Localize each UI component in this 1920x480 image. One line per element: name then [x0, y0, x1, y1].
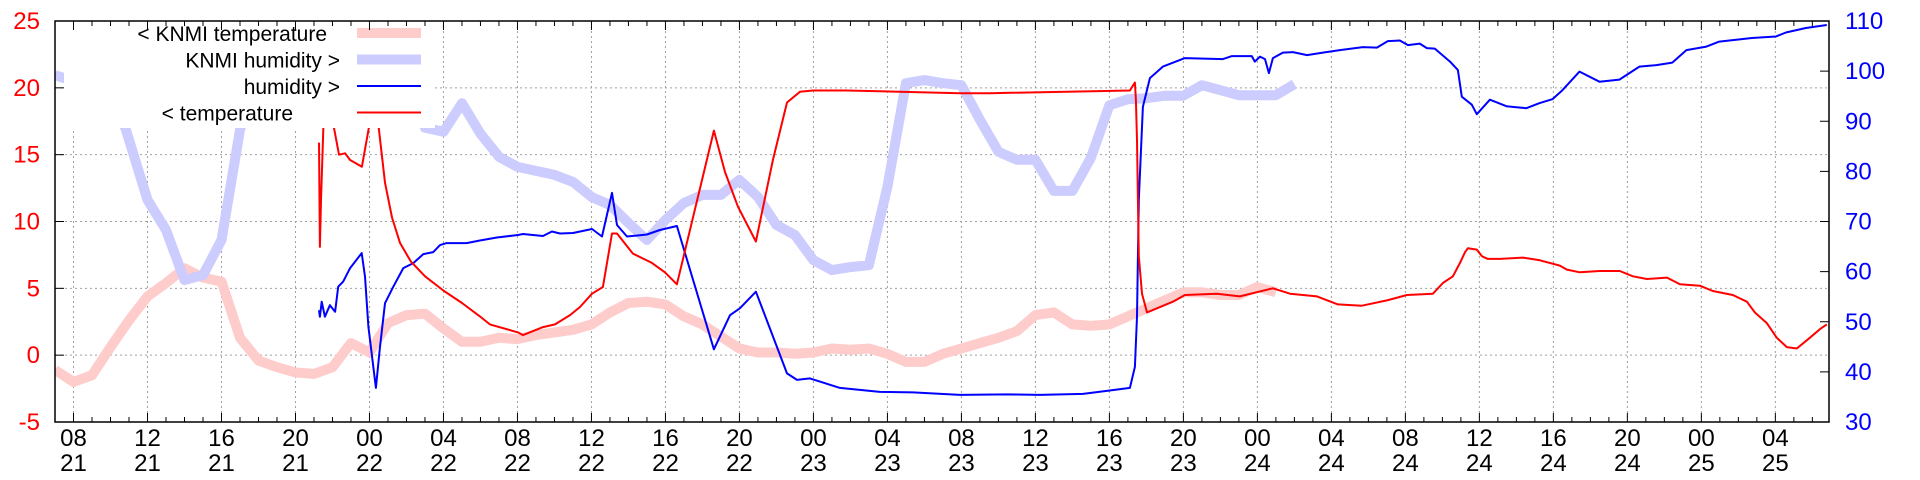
x-tick-time-label: 04 [874, 425, 901, 452]
x-tick-time-label: 00 [356, 425, 383, 452]
x-tick-day-label: 23 [1022, 450, 1049, 477]
left-tick-label: 10 [13, 209, 40, 236]
x-tick-day-label: 23 [800, 450, 827, 477]
x-tick-time-label: 08 [1392, 425, 1419, 452]
x-tick-day-label: 25 [1762, 450, 1789, 477]
x-tick-day-label: 21 [134, 450, 161, 477]
right-tick-label: 60 [1845, 259, 1872, 286]
x-tick-time-label: 20 [1614, 425, 1641, 452]
x-tick-day-label: 23 [1170, 450, 1197, 477]
x-tick-time-label: 08 [60, 425, 87, 452]
x-tick-day-label: 21 [282, 450, 309, 477]
right-tick-label: 90 [1845, 108, 1872, 135]
x-tick-day-label: 24 [1540, 450, 1567, 477]
x-tick-time-label: 20 [726, 425, 753, 452]
x-tick-time-label: 04 [1762, 425, 1789, 452]
left-tick-label: 20 [13, 75, 40, 102]
x-tick-day-label: 21 [208, 450, 235, 477]
x-tick-day-label: 24 [1392, 450, 1419, 477]
x-tick-day-label: 21 [60, 450, 87, 477]
x-tick-time-label: 04 [1318, 425, 1345, 452]
x-tick-time-label: 12 [578, 425, 605, 452]
x-tick-time-label: 12 [1022, 425, 1049, 452]
x-tick-day-label: 24 [1318, 450, 1345, 477]
legend-label-humidity: humidity > [244, 76, 340, 99]
x-tick-day-label: 23 [874, 450, 901, 477]
left-tick-label: 25 [13, 8, 40, 35]
left-tick-label: 5 [27, 275, 40, 302]
right-tick-label: 50 [1845, 309, 1872, 336]
legend: < KNMI temperature KNMI humidity > humidit… [137, 23, 421, 126]
left-tick-label: 15 [13, 142, 40, 169]
x-tick-time-label: 16 [208, 425, 235, 452]
x-tick-day-label: 23 [1096, 450, 1123, 477]
x-tick-time-label: 00 [1688, 425, 1715, 452]
legend-label-temperature: < temperature [162, 103, 293, 126]
x-tick-day-label: 24 [1244, 450, 1271, 477]
x-tick-day-label: 23 [948, 450, 975, 477]
x-tick-day-label: 24 [1466, 450, 1493, 477]
x-tick-time-label: 16 [1540, 425, 1567, 452]
x-tick-time-label: 20 [282, 425, 309, 452]
right-tick-label: 80 [1845, 158, 1872, 185]
x-tick-time-label: 20 [1170, 425, 1197, 452]
x-tick-time-label: 12 [1466, 425, 1493, 452]
x-tick-day-label: 22 [430, 450, 457, 477]
x-tick-time-label: 08 [504, 425, 531, 452]
legend-label-knmi-temperature: < KNMI temperature [137, 23, 327, 46]
x-tick-time-label: 04 [430, 425, 457, 452]
x-tick-day-label: 22 [356, 450, 383, 477]
x-tick-day-label: 25 [1688, 450, 1715, 477]
series-line-humidity [318, 24, 1827, 396]
x-tick-day-label: 22 [578, 450, 605, 477]
legend-background [64, 22, 435, 128]
right-tick-label: 110 [1845, 8, 1883, 35]
x-tick-time-label: 08 [948, 425, 975, 452]
left-tick-label: -5 [19, 409, 40, 436]
series-line-temperature [318, 81, 1828, 350]
right-tick-label: 40 [1845, 359, 1872, 386]
x-tick-time-label: 00 [1244, 425, 1271, 452]
x-tick-day-label: 22 [652, 450, 679, 477]
x-tick-time-label: 16 [1096, 425, 1123, 452]
legend-label-knmi-humidity: KNMI humidity > [185, 50, 340, 73]
x-tick-time-label: 16 [652, 425, 679, 452]
x-tick-time-label: 00 [800, 425, 827, 452]
right-tick-label: 100 [1845, 58, 1885, 85]
series-line-knmi-temperature [55, 263, 1278, 387]
left-tick-label: 0 [27, 342, 40, 369]
right-tick-label: 30 [1845, 409, 1872, 436]
x-tick-day-label: 24 [1614, 450, 1641, 477]
x-tick-day-label: 22 [726, 450, 753, 477]
x-tick-time-label: 12 [134, 425, 161, 452]
axis-ticks: 0821122116212021002204220822122216222022… [13, 8, 1885, 477]
right-tick-label: 70 [1845, 209, 1872, 236]
x-tick-day-label: 22 [504, 450, 531, 477]
